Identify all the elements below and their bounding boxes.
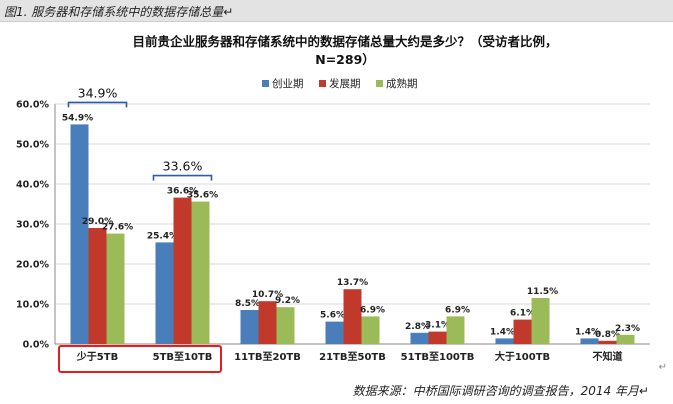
data-label: 2.8% bbox=[405, 322, 430, 332]
chart-title: 目前贵企业服务器和存储系统中的数据存储总量大约是多少？（受访者比例， bbox=[132, 34, 557, 49]
y-tick-label: 50.0% bbox=[16, 140, 49, 151]
data-label: 11.5% bbox=[527, 287, 558, 297]
data-label: 25.4% bbox=[147, 231, 178, 241]
bar bbox=[531, 298, 550, 344]
bar bbox=[173, 197, 192, 344]
annotation-label: 33.6% bbox=[163, 159, 203, 174]
data-label: 6.1% bbox=[510, 309, 535, 319]
y-tick-label: 60.0% bbox=[16, 100, 49, 111]
data-label: 1.4% bbox=[490, 327, 515, 337]
data-label: 2.3% bbox=[615, 324, 640, 334]
legend-label: 发展期 bbox=[329, 77, 361, 90]
bar bbox=[258, 301, 277, 344]
data-label: 36.6% bbox=[167, 187, 198, 197]
bar bbox=[106, 233, 125, 344]
data-label: 27.6% bbox=[102, 223, 133, 233]
bar bbox=[155, 242, 174, 344]
bar bbox=[343, 289, 362, 344]
data-label: 13.7% bbox=[337, 278, 368, 288]
data-label: 9.2% bbox=[275, 296, 300, 306]
bar bbox=[513, 319, 532, 344]
data-label: 0.8% bbox=[595, 330, 620, 340]
data-label: 8.5% bbox=[235, 299, 260, 309]
bar bbox=[598, 340, 617, 344]
figure-caption-bar: 图1. 服务器和存储系统中的数据存储总量↵ bbox=[0, 0, 673, 22]
highlight-box bbox=[58, 345, 222, 373]
data-label: 3.1% bbox=[425, 321, 450, 331]
category-label: 51TB至100TB bbox=[401, 351, 475, 363]
annotation-label: 34.9% bbox=[78, 85, 118, 100]
return-mark: ↵ bbox=[658, 362, 667, 373]
chart-subtitle: N=289） bbox=[315, 52, 375, 67]
chart-area: 目前贵企业服务器和存储系统中的数据存储总量大约是多少？（受访者比例， N=289）… bbox=[0, 24, 660, 376]
data-label: 5.6% bbox=[320, 311, 345, 321]
bar bbox=[361, 316, 380, 344]
category-label: 少于5TB bbox=[76, 350, 118, 363]
category-label: 5TB至10TB bbox=[153, 351, 213, 363]
source-note: 数据来源：中桥国际调研咨询的调查报告，2014 年月↵ bbox=[352, 384, 649, 398]
bar bbox=[446, 316, 465, 344]
legend-label: 成熟期 bbox=[386, 77, 418, 90]
y-tick-label: 10.0% bbox=[16, 300, 49, 311]
data-label: 35.6% bbox=[187, 191, 218, 201]
bar bbox=[191, 201, 210, 344]
annotation-bracket bbox=[67, 101, 128, 108]
y-tick-label: 40.0% bbox=[16, 180, 49, 191]
bar bbox=[325, 321, 344, 344]
data-label: 6.9% bbox=[360, 305, 385, 315]
legend-swatch bbox=[319, 80, 326, 87]
bar bbox=[410, 332, 429, 344]
category-label: 21TB至50TB bbox=[319, 351, 386, 363]
data-label: 54.9% bbox=[62, 113, 93, 123]
bar bbox=[495, 338, 514, 344]
y-tick-label: 20.0% bbox=[16, 260, 49, 271]
bar bbox=[240, 310, 259, 344]
legend-swatch bbox=[262, 80, 269, 87]
annotation-bracket bbox=[152, 174, 213, 181]
category-label: 大于100TB bbox=[495, 350, 550, 363]
data-label: 6.9% bbox=[445, 305, 470, 315]
legend-swatch bbox=[376, 80, 383, 87]
y-tick-label: 30.0% bbox=[16, 220, 49, 231]
bar-chart: 目前贵企业服务器和存储系统中的数据存储总量大约是多少？（受访者比例， N=289）… bbox=[16, 34, 650, 373]
legend-label: 创业期 bbox=[272, 77, 304, 90]
bar bbox=[70, 124, 89, 345]
bar bbox=[88, 228, 107, 344]
bar bbox=[616, 334, 635, 344]
bar bbox=[276, 307, 295, 344]
category-label: 不知道 bbox=[593, 350, 623, 363]
bar bbox=[580, 338, 599, 344]
y-tick-label: 0.0% bbox=[23, 340, 50, 351]
bar bbox=[428, 331, 447, 344]
data-label: 10.7% bbox=[252, 290, 283, 300]
data-label: 1.4% bbox=[575, 327, 600, 337]
figure-caption: 图1. 服务器和存储系统中的数据存储总量↵ bbox=[4, 5, 234, 19]
data-label: 29.0% bbox=[82, 217, 113, 227]
category-label: 11TB至20TB bbox=[234, 351, 301, 363]
